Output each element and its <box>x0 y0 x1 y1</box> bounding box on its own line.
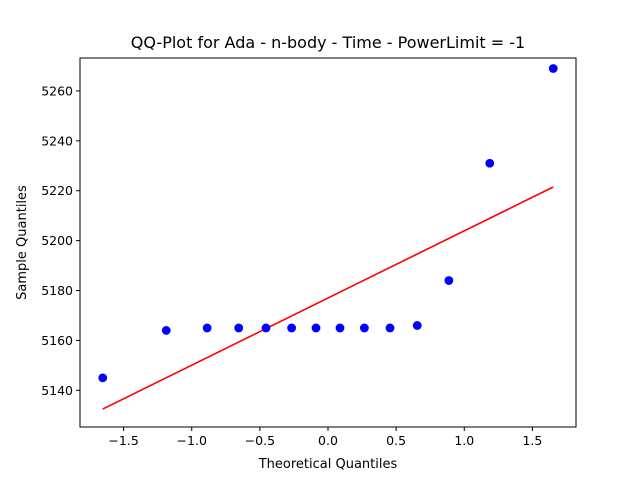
data-point <box>202 323 212 333</box>
data-point <box>385 323 395 333</box>
data-point <box>412 321 422 330</box>
y-axis: 5140 5160 5180 5200 5220 5240 5260 <box>41 83 80 398</box>
x-tick-label: −1.5 <box>108 433 138 448</box>
y-tick-label: 5260 <box>41 83 73 98</box>
y-tick-label: 5140 <box>41 383 73 398</box>
x-tick-label: 0.0 <box>318 433 338 448</box>
data-point <box>98 373 108 383</box>
data-point <box>444 276 454 285</box>
plot-frame <box>79 57 577 428</box>
x-axis-label: Theoretical Quantiles <box>258 457 398 472</box>
y-axis-label: Sample Quantiles <box>15 185 30 300</box>
data-point <box>234 323 244 333</box>
x-tick-label: −0.5 <box>245 433 275 448</box>
x-tick-label: 1.5 <box>522 433 542 448</box>
y-tick-label: 5220 <box>41 183 73 198</box>
y-tick-label: 5180 <box>41 283 73 298</box>
x-tick-label: 1.0 <box>454 433 474 448</box>
y-tick-label: 5160 <box>41 333 73 348</box>
data-point <box>287 323 297 333</box>
data-point <box>485 158 495 168</box>
x-axis: −1.5 −1.0 −0.5 0.0 0.5 1.0 1.5 <box>108 427 542 448</box>
data-point <box>161 326 171 335</box>
plot-area <box>98 64 558 410</box>
data-point <box>548 64 558 73</box>
data-point <box>335 323 345 333</box>
y-tick-label: 5200 <box>41 233 73 248</box>
x-tick-label: −1.0 <box>177 433 207 448</box>
data-point <box>359 323 369 333</box>
data-point <box>311 323 321 333</box>
y-tick-label: 5240 <box>41 133 73 148</box>
fit-line <box>102 186 554 410</box>
data-point <box>261 323 271 333</box>
chart-title: QQ-Plot for Ada - n-body - Time - PowerL… <box>131 33 525 52</box>
x-tick-label: 0.5 <box>386 433 406 448</box>
